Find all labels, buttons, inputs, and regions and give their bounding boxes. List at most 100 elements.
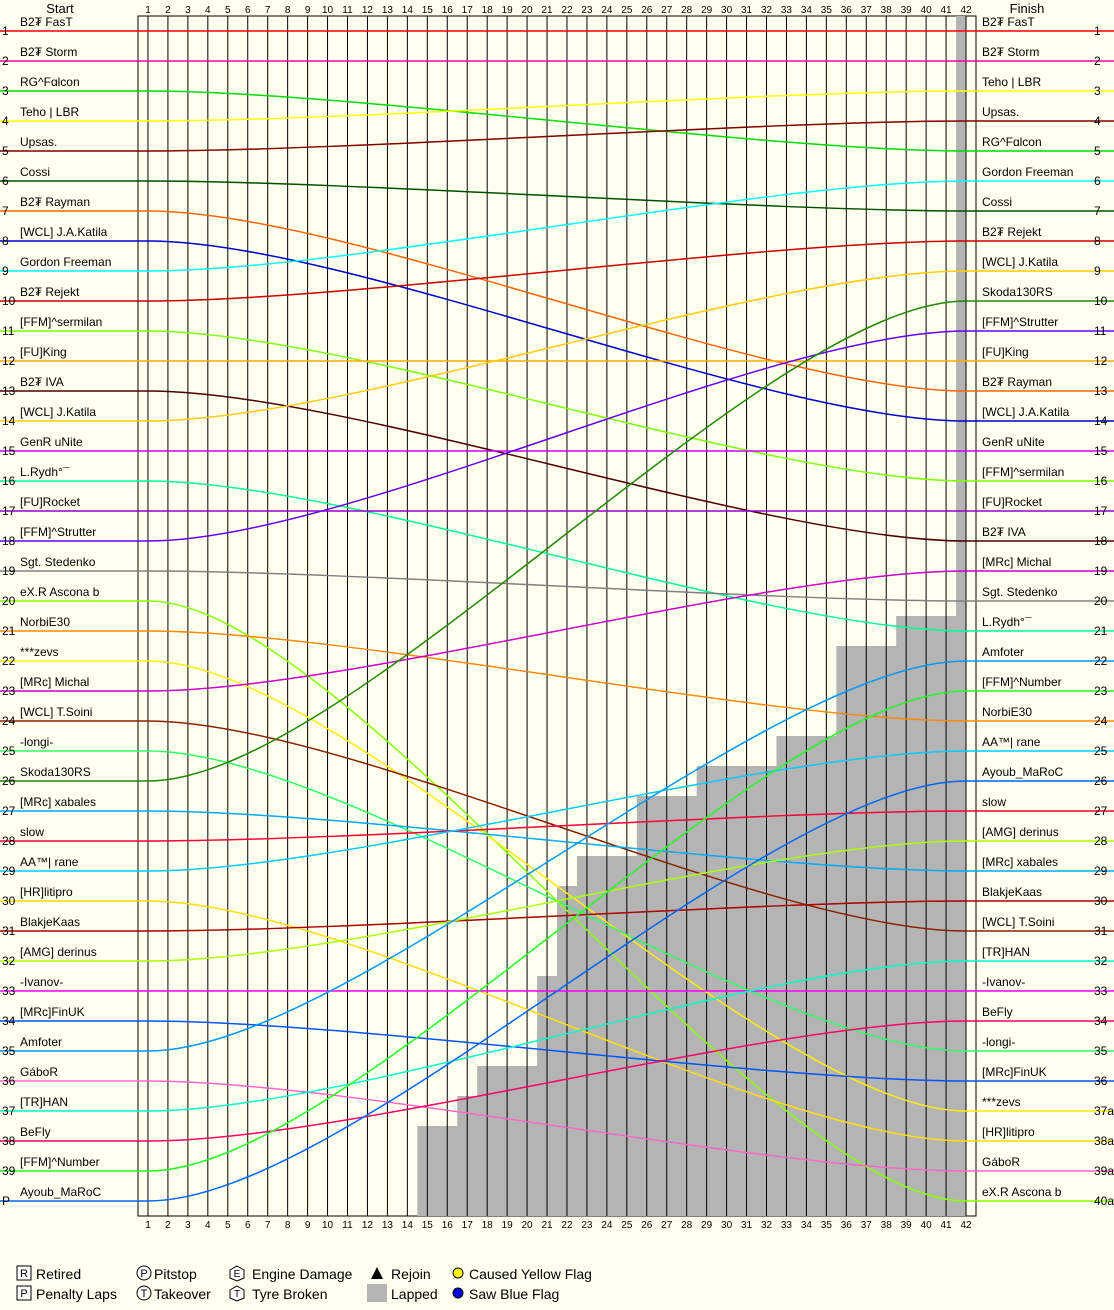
finish-driver-name: Amfoter	[982, 645, 1024, 659]
driver-line	[0, 90, 1114, 122]
start-driver-name: [MRc] Michal	[20, 675, 89, 689]
start-position: 2	[2, 54, 9, 68]
finish-driver-name: Gordon Freeman	[982, 165, 1073, 179]
finish-driver-name: -longi-	[982, 1035, 1015, 1049]
legend-yellow-label: Caused Yellow Flag	[469, 1266, 592, 1282]
driver-line	[0, 750, 1114, 872]
legend-rejoin-label: Rejoin	[391, 1266, 431, 1282]
lap-number-top: 20	[522, 5, 534, 16]
lap-number-bottom: 14	[402, 1220, 414, 1231]
finish-position: 34	[1094, 1014, 1108, 1028]
legend-lapped: Lapped	[367, 1284, 438, 1302]
lap-number-top: 40	[921, 5, 933, 16]
start-driver-name: B2₮ Storm	[20, 45, 77, 59]
driver-line	[0, 570, 1114, 602]
finish-position: 26	[1094, 774, 1108, 788]
start-position: P	[2, 1194, 10, 1208]
start-position: 17	[2, 504, 16, 518]
lap-number-bottom: 23	[581, 1220, 593, 1231]
finish-driver-name: [TR]HAN	[982, 945, 1030, 959]
lap-number-bottom: 42	[960, 1220, 972, 1231]
finish-position: 17	[1094, 504, 1108, 518]
lap-number-top: 18	[482, 5, 494, 16]
start-position: 22	[2, 654, 16, 668]
legend-engine: E Engine Damage	[229, 1265, 353, 1282]
finish-driver-name: BeFly	[982, 1005, 1013, 1019]
finish-driver-name: [FFM]^sermilan	[982, 465, 1064, 479]
finish-driver-name: eX.R Ascona b	[982, 1185, 1062, 1199]
start-driver-name: slow	[20, 825, 44, 839]
lap-number-top: 42	[960, 5, 972, 16]
finish-position: 20	[1094, 594, 1108, 608]
legend-lapped-label: Lapped	[391, 1286, 438, 1302]
finish-driver-name: [WCL] J.A.Katila	[982, 405, 1070, 419]
finish-driver-name: Cossi	[982, 195, 1012, 209]
start-driver-name: GáboR	[20, 1065, 58, 1079]
lap-number-top: 35	[821, 5, 833, 16]
start-driver-name: [FU]King	[20, 345, 67, 359]
lap-number-top: 29	[701, 5, 713, 16]
finish-position: 15	[1094, 444, 1108, 458]
driver-line	[0, 780, 1114, 1202]
finish-driver-name: B2₮ FasT	[982, 15, 1035, 29]
finish-driver-name: RG^Fɑlcon	[982, 135, 1042, 149]
lap-number-top: 39	[901, 5, 913, 16]
start-driver-name: RG^Fɑlcon	[20, 75, 80, 89]
driver-line	[0, 300, 1114, 782]
lap-number-bottom: 12	[362, 1220, 374, 1231]
lap-number-bottom: 8	[285, 1220, 291, 1231]
finish-driver-name: Upsas.	[982, 105, 1019, 119]
driver-line	[0, 270, 1114, 422]
lap-number-top: 10	[322, 5, 334, 16]
finish-driver-name: GáboR	[982, 1155, 1020, 1169]
lapped-cell	[636, 826, 966, 856]
finish-position: 8	[1094, 234, 1101, 248]
legend-blue: Saw Blue Flag	[452, 1286, 559, 1302]
lap-number-top: 21	[541, 5, 553, 16]
lap-number-top: 17	[462, 5, 474, 16]
lap-number-bottom: 11	[342, 1220, 353, 1231]
start-driver-name: [WCL] J.A.Katila	[20, 225, 108, 239]
finish-position: 2	[1094, 54, 1101, 68]
driver-line	[0, 240, 1114, 422]
lap-number-bottom: 25	[621, 1220, 633, 1231]
driver-line	[0, 330, 1114, 482]
start-driver-name: B2₮ IVA	[20, 375, 64, 389]
start-position: 9	[2, 264, 9, 278]
start-driver-name: GenR uNite	[20, 435, 83, 449]
lap-number-top: 5	[225, 5, 231, 16]
lap-number-bottom: 40	[921, 1220, 933, 1231]
start-position: 5	[2, 144, 9, 158]
legend-retired-label: Retired	[36, 1266, 81, 1282]
start-position: 24	[2, 714, 16, 728]
tyre-symbol: T	[234, 1289, 240, 1300]
start-position: 28	[2, 834, 16, 848]
lap-number-bottom: 9	[305, 1220, 311, 1231]
finish-driver-name: AA™| rane	[982, 735, 1041, 749]
finish-position: 12	[1094, 354, 1108, 368]
lap-number-bottom: 18	[482, 1220, 494, 1231]
finish-position: 29	[1094, 864, 1108, 878]
finish-position: 4	[1094, 114, 1101, 128]
finish-driver-name: Sgt. Stedenko	[982, 585, 1058, 599]
start-position: 12	[2, 354, 16, 368]
start-position: 34	[2, 1014, 16, 1028]
finish-header: Finish	[1010, 1, 1045, 16]
start-position: 39	[2, 1164, 16, 1178]
finish-position: 27	[1094, 804, 1108, 818]
driver-line	[0, 660, 1114, 1052]
start-position: 29	[2, 864, 16, 878]
lap-number-bottom: 28	[681, 1220, 693, 1231]
retired-icon	[16, 1265, 32, 1281]
lap-number-bottom: 38	[881, 1220, 893, 1231]
lap-number-top: 37	[861, 5, 873, 16]
engine-symbol: E	[234, 1269, 241, 1280]
start-position: 13	[2, 384, 16, 398]
start-position: 32	[2, 954, 16, 968]
driver-line	[0, 900, 1114, 1142]
start-driver-name: B2₮ Rejekt	[20, 285, 80, 299]
lap-number-bottom: 13	[382, 1220, 394, 1231]
finish-position: 36	[1094, 1074, 1108, 1088]
finish-driver-name: Ayoub_MaRoC	[982, 765, 1063, 779]
lap-number-bottom: 27	[661, 1220, 673, 1231]
